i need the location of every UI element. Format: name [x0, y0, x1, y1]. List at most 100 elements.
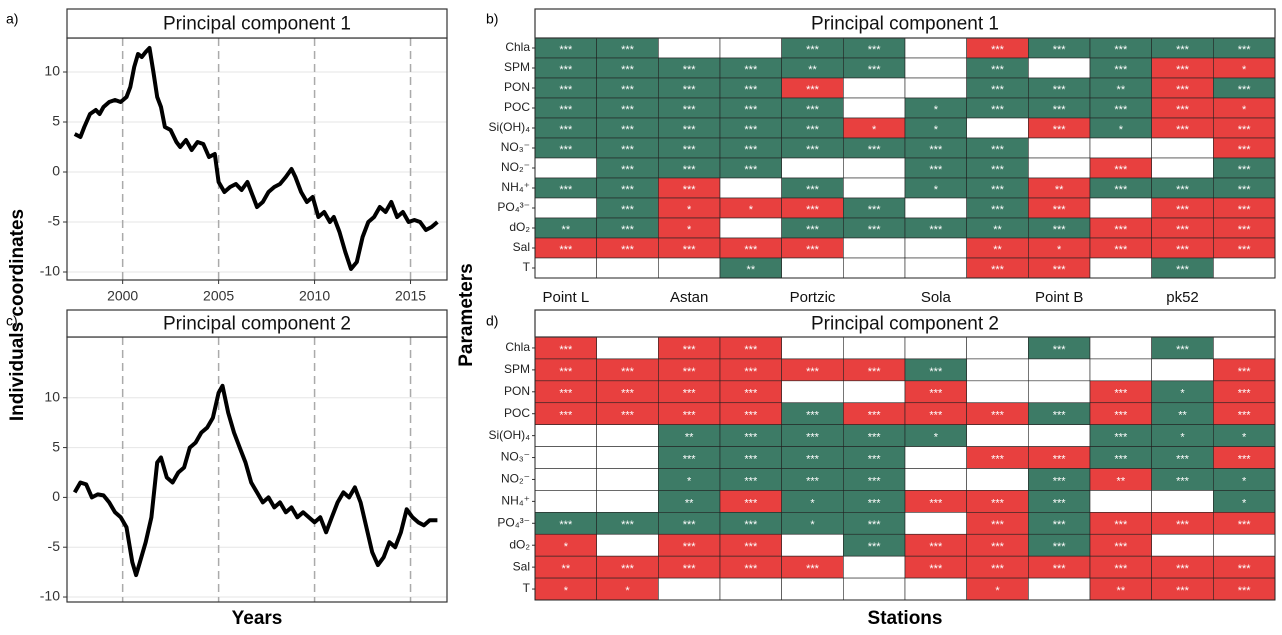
significance: *** — [1238, 388, 1252, 400]
significance: *** — [806, 124, 820, 136]
row-label: dO₂ — [509, 220, 530, 234]
cell — [534, 490, 597, 513]
y-axis-title: Individuals coordinates — [7, 209, 28, 421]
cell — [1028, 157, 1091, 179]
significance: *** — [1114, 432, 1128, 444]
significance: *** — [1053, 497, 1067, 509]
significance: *** — [868, 410, 882, 422]
significance: *** — [1238, 124, 1252, 136]
significance: *** — [1114, 164, 1128, 176]
significance: *** — [1114, 453, 1128, 465]
cell — [781, 157, 844, 179]
significance: * — [934, 104, 939, 116]
cell — [904, 37, 967, 59]
significance: *** — [1114, 519, 1128, 531]
significance: ** — [1117, 585, 1126, 597]
significance: *** — [806, 104, 820, 116]
significance: *** — [744, 104, 758, 116]
significance: *** — [683, 124, 697, 136]
significance: *** — [1053, 264, 1067, 276]
significance: *** — [683, 410, 697, 422]
significance: *** — [1114, 244, 1128, 256]
significance: *** — [1053, 453, 1067, 465]
column-label: Portzic — [790, 289, 836, 306]
significance: *** — [1114, 184, 1128, 196]
significance: *** — [744, 475, 758, 487]
y-tick-label: -5 — [48, 538, 61, 554]
x-tick-label: 2010 — [299, 288, 330, 304]
significance: ** — [993, 244, 1002, 256]
significance: *** — [1238, 519, 1252, 531]
panel-label: b) — [486, 11, 498, 27]
significance: *** — [1053, 344, 1067, 356]
y-tick-label: 10 — [44, 63, 60, 79]
significance: *** — [683, 244, 697, 256]
column-label: Astan — [670, 289, 708, 306]
cell — [843, 97, 906, 119]
x-axis-title: Stations — [868, 608, 943, 629]
cell — [904, 446, 967, 469]
significance: *** — [621, 410, 635, 422]
significance: *** — [744, 432, 758, 444]
title-strip — [534, 309, 1276, 338]
significance: * — [810, 519, 815, 531]
column-label: Point B — [1035, 289, 1083, 306]
cell — [781, 533, 844, 557]
significance: ** — [808, 64, 817, 76]
significance: *** — [1114, 388, 1128, 400]
significance: *** — [1053, 84, 1067, 96]
row-label: Chla — [505, 40, 530, 54]
significance: *** — [806, 84, 820, 96]
significance: *** — [806, 184, 820, 196]
significance: *** — [744, 453, 758, 465]
cell — [1028, 57, 1091, 79]
significance: *** — [991, 104, 1005, 116]
cell — [966, 358, 1029, 382]
significance: *** — [868, 64, 882, 76]
significance: ** — [562, 224, 571, 236]
significance: * — [1119, 124, 1124, 136]
row-label: NH₄⁺ — [501, 180, 530, 194]
significance: *** — [1114, 541, 1128, 553]
chart-title: Principal component 1 — [811, 14, 999, 35]
cell — [843, 577, 906, 601]
significance: ** — [685, 432, 694, 444]
significance: *** — [868, 366, 882, 378]
significance: *** — [1176, 84, 1190, 96]
panel-label: a) — [6, 11, 18, 27]
significance: ** — [747, 264, 756, 276]
significance: *** — [929, 144, 943, 156]
y-tick-label: 0 — [52, 488, 60, 504]
row-label: PON — [504, 80, 530, 94]
chart-title: Principal component 1 — [163, 14, 351, 35]
row-label: T — [523, 260, 531, 274]
row-label: Sal — [513, 240, 530, 254]
row-label: SPM — [504, 60, 530, 74]
panel-label: d) — [486, 313, 498, 329]
significance: *** — [1176, 344, 1190, 356]
significance: *** — [1176, 264, 1190, 276]
cell — [843, 77, 906, 99]
cell — [1028, 424, 1091, 447]
column-label: Point L — [542, 289, 589, 306]
significance: * — [564, 585, 569, 597]
row-label: Si(OH)₄ — [488, 120, 530, 134]
cell — [1213, 257, 1276, 279]
significance: *** — [806, 563, 820, 575]
significance: * — [749, 204, 754, 216]
significance: *** — [1238, 164, 1252, 176]
cell — [1089, 137, 1152, 159]
significance: *** — [744, 519, 758, 531]
significance: *** — [1176, 563, 1190, 575]
significance: *** — [621, 164, 635, 176]
significance: *** — [1176, 244, 1190, 256]
row-label: NO₂⁻ — [501, 472, 530, 486]
significance: * — [687, 475, 692, 487]
x-tick-label: 2005 — [203, 288, 234, 304]
cell — [904, 577, 967, 601]
cell — [904, 57, 967, 79]
significance: *** — [744, 64, 758, 76]
significance: *** — [991, 44, 1005, 56]
cell — [1028, 137, 1091, 159]
column-label: Sola — [921, 289, 952, 306]
